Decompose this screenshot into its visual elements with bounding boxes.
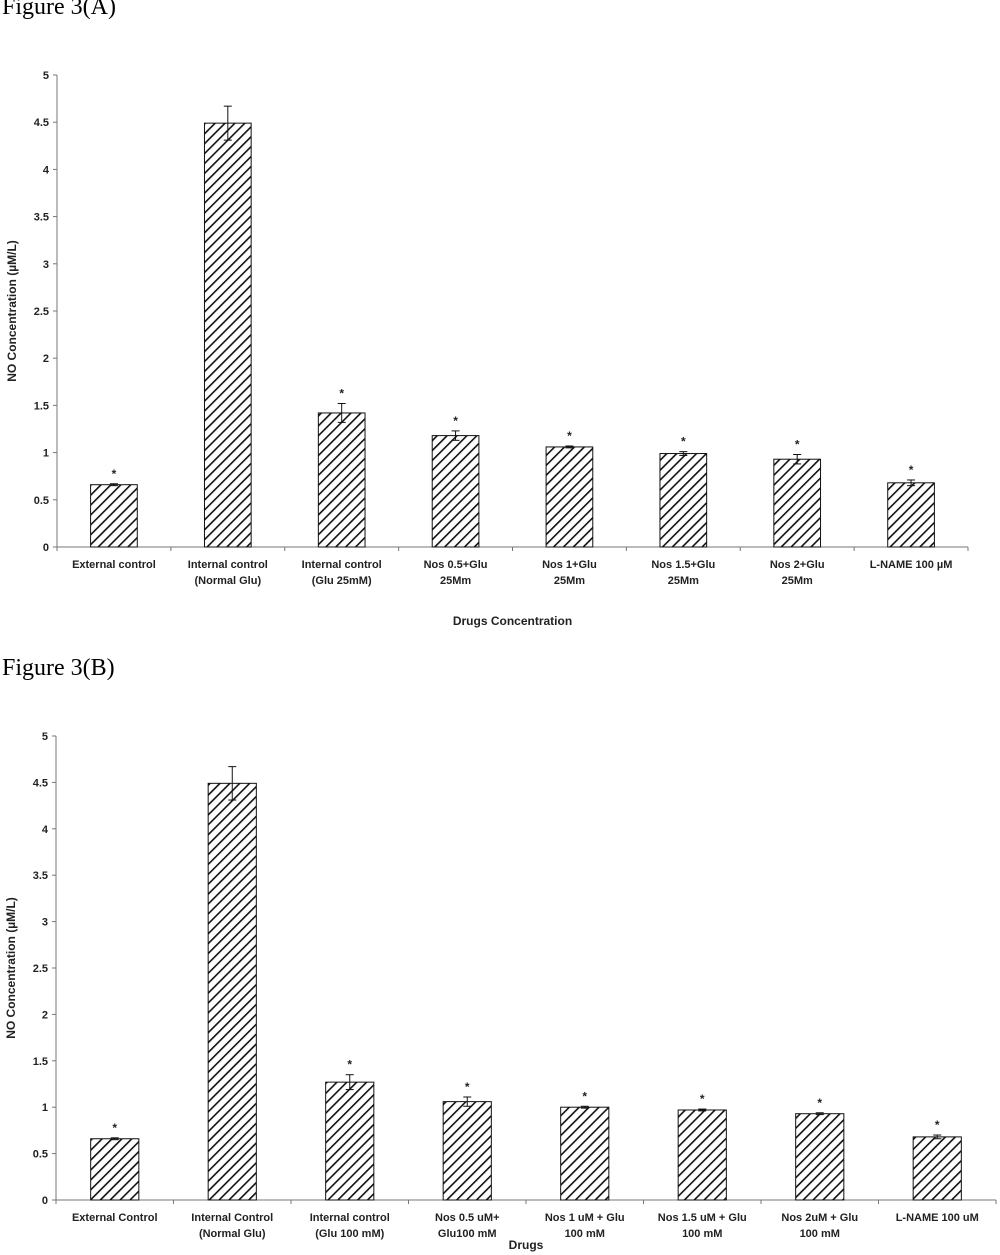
bar [431, 435, 480, 548]
bar [912, 1136, 962, 1201]
x-tick-label: Nos 1.5 uM + Glu [658, 1212, 747, 1224]
significance-marker: * [582, 1089, 587, 1103]
significance-marker: * [700, 1092, 705, 1106]
y-tick-label: 3.5 [34, 212, 49, 224]
x-tick-label: 25Mm [554, 575, 585, 587]
y-tick-label: 0.5 [34, 495, 49, 507]
significance-marker: * [112, 1121, 117, 1135]
significance-marker: * [112, 467, 117, 481]
x-tick-label: 25Mm [668, 575, 699, 587]
y-axis-title: NO Concentration (µM/L) [4, 897, 18, 1039]
figure-b-title: Figure 3(B) [2, 655, 115, 681]
x-tick-label: 25Mm [440, 575, 471, 587]
y-tick-label: 2 [42, 1009, 48, 1021]
y-tick-label: 4 [42, 824, 49, 836]
y-tick-label: 3.5 [33, 870, 48, 882]
x-tick-label: (Glu 25mM) [312, 575, 372, 587]
y-tick-label: 0.5 [33, 1149, 48, 1161]
bar-chart-b: 0 0.5 1 1.5 2 2.5 3 3.5 4 4.5 5 * External Control In… [4, 731, 997, 1252]
x-axis-title: Drugs Concentration [453, 614, 572, 628]
significance-marker: * [681, 435, 686, 449]
bar [773, 458, 822, 548]
y-axis-title: NO Concentration (µM/L) [5, 240, 19, 382]
x-tick-label: Internal control [188, 559, 268, 571]
x-tick-label: Nos 2uM + Glu [781, 1212, 858, 1224]
x-tick-label: External control [72, 559, 156, 571]
x-tick-label: 100 mM [565, 1228, 605, 1240]
y-tick-label: 0 [42, 1195, 48, 1207]
x-tick-label: (Normal Glu) [195, 575, 262, 587]
y-tick-label: 5 [43, 70, 49, 82]
y-tick-label: 1.5 [34, 400, 49, 412]
figure-a-title: Figure 3(A) [2, 0, 116, 20]
x-tick-label: Nos 1+Glu [542, 559, 597, 571]
x-tick-label: Nos 0.5 uM+ [435, 1212, 500, 1224]
y-tick-label: 1.5 [33, 1056, 48, 1068]
bar [887, 482, 935, 548]
bar [659, 453, 708, 548]
y-tick-label: 2.5 [33, 963, 48, 975]
bar [317, 412, 366, 548]
bar [90, 1138, 140, 1201]
x-tick-label: 25Mm [782, 575, 813, 587]
x-tick-label: L-NAME 100 uM [896, 1212, 979, 1224]
y-tick-label: 1 [43, 448, 49, 460]
bar [207, 782, 257, 1201]
x-tick-label: Internal Control [191, 1212, 273, 1224]
significance-marker: * [909, 463, 914, 477]
bar [442, 1101, 492, 1201]
x-tick-label: Nos 1.5+Glu [651, 559, 715, 571]
bar-chart-a: 0 0.5 1 1.5 2 2.5 3 3.5 4 4.5 5 * External control In… [5, 70, 969, 628]
y-tick-label: 4.5 [33, 777, 48, 789]
significance-marker: * [347, 1058, 352, 1072]
x-tick-label: Nos 1 uM + Glu [545, 1212, 625, 1224]
significance-marker: * [465, 1080, 470, 1094]
y-tick-label: 0 [43, 542, 49, 554]
significance-marker: * [567, 429, 572, 443]
y-tick-label: 4 [43, 164, 50, 176]
x-tick-label: Nos 2+Glu [770, 559, 825, 571]
y-tick-label: 2.5 [34, 306, 49, 318]
x-tick-label: Internal control [310, 1212, 390, 1224]
bar [90, 484, 138, 548]
x-tick-label: Glu100 mM [438, 1228, 497, 1240]
y-tick-label: 5 [42, 731, 48, 743]
x-tick-label: L-NAME 100 µM [870, 559, 953, 571]
x-tick-label: Nos 0.5+Glu [424, 559, 488, 571]
bar [560, 1106, 610, 1201]
y-tick-label: 2 [43, 353, 49, 365]
x-tick-label: (Glu 100 mM) [315, 1228, 384, 1240]
y-tick-label: 3 [43, 259, 49, 271]
x-tick-label: Internal control [302, 559, 382, 571]
significance-marker: * [935, 1118, 940, 1132]
x-tick-label: External Control [72, 1212, 158, 1224]
significance-marker: * [817, 1096, 822, 1110]
bar [677, 1109, 727, 1201]
x-tick-label: (Normal Glu) [199, 1228, 266, 1240]
significance-marker: * [795, 437, 800, 451]
x-tick-label: 100 mM [682, 1228, 722, 1240]
bar [325, 1081, 375, 1201]
bar [545, 446, 594, 548]
y-tick-label: 1 [42, 1102, 48, 1114]
y-tick-label: 3 [42, 917, 48, 929]
y-tick-label: 4.5 [34, 117, 49, 129]
significance-marker: * [339, 387, 344, 401]
x-axis-title: Drugs [509, 1238, 544, 1252]
significance-marker: * [453, 414, 458, 428]
bar [795, 1113, 845, 1201]
x-tick-label: 100 mM [800, 1228, 840, 1240]
bar [203, 122, 252, 548]
